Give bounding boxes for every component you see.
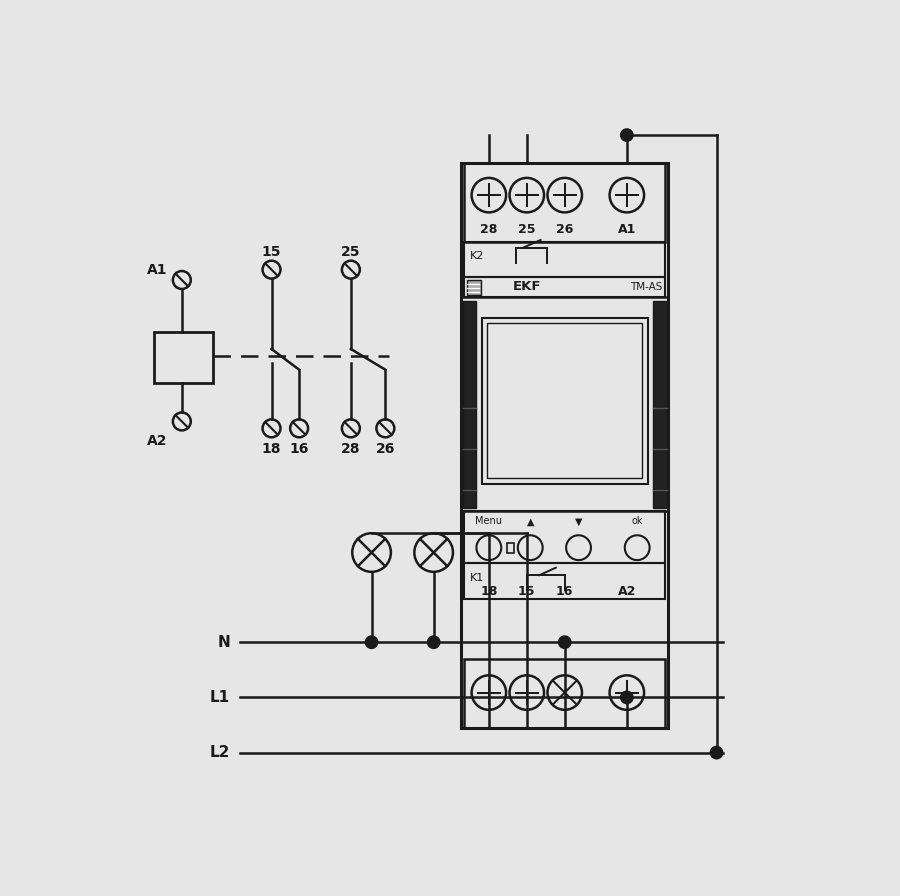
Text: 26: 26 [375,442,395,456]
Bar [154,332,213,383]
Bar [653,301,667,508]
Text: A2: A2 [148,434,168,448]
Text: 16: 16 [290,442,309,456]
Text: 18: 18 [262,442,282,456]
Bar [464,242,665,277]
Circle shape [559,636,571,649]
Circle shape [365,636,378,649]
Text: 25: 25 [518,223,536,237]
Text: A1: A1 [617,223,636,237]
Bar [482,318,647,484]
Bar [463,301,476,508]
Text: L2: L2 [210,745,230,760]
Bar [461,163,668,728]
Text: TM-AS: TM-AS [630,282,662,292]
Text: K1: K1 [470,573,484,583]
Bar [464,511,665,563]
Bar [467,280,481,295]
Text: ok: ok [632,516,643,527]
Text: N: N [218,634,230,650]
Text: 15: 15 [262,246,282,260]
Text: A1: A1 [148,263,168,277]
Text: EKF: EKF [513,280,542,293]
Bar [464,163,665,242]
Bar [461,297,668,511]
Text: 16: 16 [556,585,573,599]
Text: 25: 25 [341,246,361,260]
Circle shape [621,691,633,703]
Circle shape [428,636,440,649]
Bar [464,659,665,728]
Text: 18: 18 [481,585,498,599]
Bar [507,543,514,553]
Text: 28: 28 [341,442,361,456]
Text: ▲: ▲ [526,516,534,527]
Circle shape [621,129,633,142]
Circle shape [710,746,723,759]
Text: ▼: ▼ [575,516,582,527]
Text: L1: L1 [210,690,230,705]
Bar [464,277,665,297]
Text: 26: 26 [556,223,573,237]
Bar [464,563,665,599]
Text: A2: A2 [617,585,636,599]
Bar [488,323,642,478]
Text: Menu: Menu [475,516,502,527]
Text: K2: K2 [470,251,484,261]
Text: 15: 15 [518,585,536,599]
Text: 28: 28 [481,223,498,237]
